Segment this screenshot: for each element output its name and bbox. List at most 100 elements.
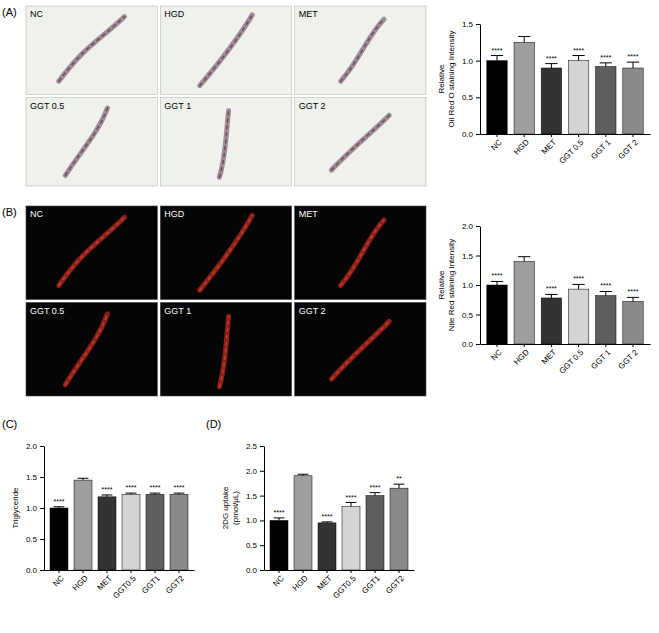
error-bar [370, 493, 381, 496]
significance: **** [546, 285, 557, 292]
y-tick-mark [260, 496, 264, 497]
y-tick-label: 0.0 [26, 566, 38, 575]
x-tick: HGD [71, 570, 90, 593]
x-tick-mark [633, 344, 634, 347]
error-bar-cap [54, 506, 65, 507]
error-bar-stem [524, 36, 525, 42]
y-axis-title: Oil Red O staining Intensity [447, 31, 456, 128]
x-tick-mark [524, 134, 525, 137]
image-label: NC [30, 209, 43, 219]
error-bar-stem [633, 62, 634, 68]
x-tick-mark [107, 570, 108, 573]
worm [59, 217, 125, 285]
significance: **** [126, 484, 137, 491]
x-tick-mark [279, 570, 280, 573]
bar [596, 67, 616, 134]
worm-detail [219, 111, 228, 177]
x-tick: MET [95, 570, 113, 592]
y-axis: 0.00.51.01.5 [462, 20, 481, 139]
significance: **** [54, 498, 65, 505]
bar [294, 476, 312, 570]
x-axis-line [265, 570, 415, 571]
worm [341, 19, 384, 81]
x-tick-mark [551, 134, 552, 137]
y-axis: 0.00.51.01.52.0 [26, 442, 45, 575]
error-bar-stem [578, 284, 579, 289]
y-axis: 0.00.51.01.52.02.5 [246, 442, 265, 575]
y-tick-label: 0.0 [246, 566, 258, 575]
y-tick-label: 1.5 [246, 492, 258, 501]
y-tick-label: 1.0 [462, 281, 474, 290]
significance: **** [102, 486, 113, 493]
x-axis: NCHGDMETGGT0.5GGT1GGT2 [45, 570, 195, 600]
y-tick-label: 1.5 [26, 473, 38, 482]
worm [200, 15, 253, 86]
x-axis: NCHGDMETGGT 0.5GGT 1GGT 2 [481, 344, 651, 376]
error-bar [54, 507, 65, 508]
y-tick-mark [476, 24, 480, 25]
y-tick-label: 0.5 [246, 541, 258, 550]
y-tick-label: 1.0 [246, 516, 258, 525]
worm [65, 314, 107, 385]
y-tick: 1.0 [462, 57, 480, 66]
y-tick-label: 0.5 [462, 311, 474, 320]
error-bar-stem [497, 56, 498, 61]
panel-letter: (A) [2, 6, 17, 18]
significance: **** [628, 288, 639, 295]
bar [50, 508, 68, 570]
x-tick: HGD [512, 344, 531, 367]
error-bar [491, 281, 503, 285]
error-bar-cap [102, 494, 113, 495]
error-bar-cap [346, 502, 357, 503]
y-axis-line [480, 227, 481, 345]
panel-letter: (C) [2, 418, 17, 430]
error-bar-cap [545, 294, 557, 295]
worm [331, 115, 389, 170]
image-label: HGD [164, 209, 185, 219]
x-tick-label: GGT0.5 [331, 573, 358, 600]
y-tick: 1.5 [462, 252, 480, 261]
y-tick-mark [476, 285, 480, 286]
x-tick-label: MET [540, 348, 558, 366]
x-axis: NCHGDMETGGT0.5GGT1GGT2 [265, 570, 415, 600]
bar [342, 507, 360, 570]
bar [514, 261, 534, 344]
y-tick: 1.5 [26, 473, 44, 482]
y-tick-mark [260, 570, 264, 571]
y-tick: 0.5 [26, 535, 44, 544]
image-tile [26, 303, 157, 397]
x-tick-mark [327, 570, 328, 573]
y-axis-title: 2DG uptake [221, 486, 230, 529]
error-bar [572, 284, 584, 289]
error-bar-cap [298, 474, 309, 475]
x-tick: HGD [512, 134, 531, 157]
y-tick: 0.0 [462, 130, 480, 139]
y-tick-mark [40, 570, 44, 571]
x-tick-mark [83, 570, 84, 573]
error-bar-cap [545, 63, 557, 64]
x-tick-label: NC [51, 574, 66, 589]
y-tick: 0.5 [462, 93, 480, 102]
plot-area [50, 478, 188, 570]
x-tick: GGT 0.5 [557, 134, 585, 166]
error-bar-cap [174, 493, 185, 494]
image-tile [160, 6, 291, 95]
error-bar [572, 56, 584, 61]
x-tick-label: GGT2 [164, 573, 186, 595]
worm [59, 17, 125, 82]
worm [331, 321, 389, 379]
error-bar [600, 63, 612, 67]
image-label: GGT 0.5 [30, 101, 64, 111]
x-tick-label: GGT 2 [617, 347, 641, 371]
image-tile [160, 303, 291, 397]
image-tile [26, 98, 157, 187]
significance: **** [600, 54, 611, 61]
error-bar-cap [370, 492, 381, 493]
bar [623, 68, 643, 134]
worm-detail [200, 215, 253, 290]
image-tile [26, 206, 157, 300]
y-tick-label: 1.0 [462, 57, 474, 66]
y-tick: 2.0 [26, 442, 44, 451]
error-bar-cap [600, 291, 612, 292]
y-tick-label: 1.5 [462, 252, 474, 261]
